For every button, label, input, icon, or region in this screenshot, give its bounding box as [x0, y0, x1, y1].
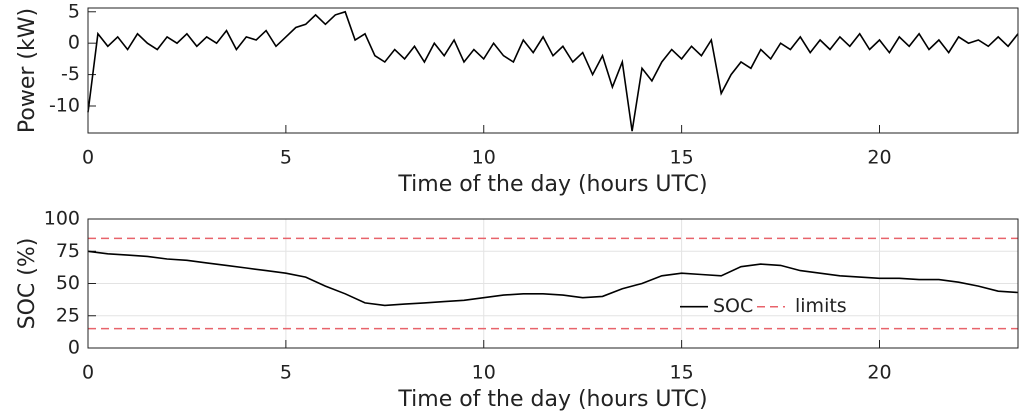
legend-label: SOC [713, 295, 753, 317]
x-axis-label: Time of the day (hours UTC) [397, 387, 707, 412]
x-tick-label: 15 [670, 147, 694, 169]
y-tick-label: 100 [44, 208, 80, 230]
y-tick-label: 25 [56, 304, 80, 326]
y-axis-label: SOC (%) [15, 238, 40, 330]
x-tick-label: 5 [280, 147, 292, 169]
y-tick-label: -10 [49, 94, 80, 116]
line-series [87, 10, 1019, 132]
y-tick-label: 0 [68, 32, 80, 54]
x-tick-label: 15 [670, 362, 694, 384]
y-tick-label: 0 [68, 337, 80, 359]
legend-label: limits [795, 295, 847, 317]
x-tick-label: 0 [82, 147, 94, 169]
x-tick-label: 20 [867, 147, 891, 169]
x-tick-label: 10 [472, 147, 496, 169]
y-tick-label: 50 [56, 272, 80, 294]
x-axis-label: Time of the day (hours UTC) [397, 172, 707, 197]
y-tick-label: 75 [56, 240, 80, 262]
x-tick-label: 0 [82, 362, 94, 384]
y-tick-label: 5 [68, 0, 80, 22]
line-series [87, 250, 1019, 307]
axes-box [87, 218, 1019, 349]
y-axis-label: Power (kW) [15, 8, 40, 133]
x-tick-label: 20 [867, 362, 891, 384]
axes-box [87, 7, 1019, 134]
x-tick-label: 5 [280, 362, 292, 384]
x-tick-label: 10 [472, 362, 496, 384]
y-tick-label: -5 [61, 63, 80, 85]
